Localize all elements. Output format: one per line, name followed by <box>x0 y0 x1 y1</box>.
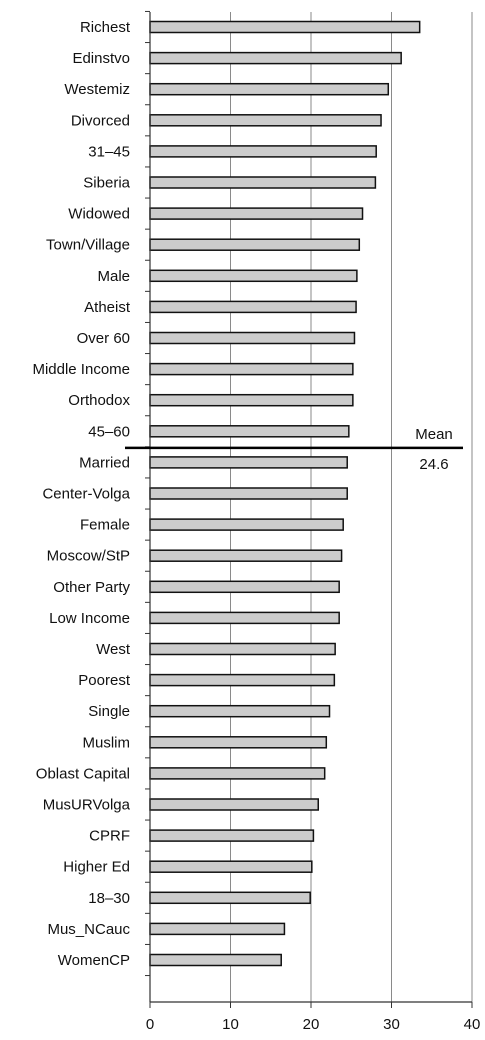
bar <box>149 673 336 687</box>
bar <box>149 829 315 842</box>
category-label: Edinstvo <box>72 50 130 67</box>
category-label: Richest <box>80 19 131 36</box>
bar <box>149 891 311 905</box>
bar <box>149 145 377 158</box>
category-label: Oblast Capital <box>36 765 130 782</box>
bar <box>149 704 331 718</box>
category-label: West <box>96 641 131 658</box>
mean-value-label: 24.6 <box>419 456 448 473</box>
bar <box>149 331 356 345</box>
bar <box>149 207 364 220</box>
category-labels: Richest Edinstvo Westemiz Divorced 31–45 Sibe… <box>32 19 130 969</box>
bar <box>149 238 361 251</box>
bar <box>149 269 358 283</box>
category-label: Male <box>97 268 130 285</box>
bar <box>149 767 326 780</box>
bar <box>149 642 336 656</box>
bar <box>149 393 354 407</box>
category-label: Married <box>79 454 130 471</box>
category-label: 45–60 <box>88 423 130 440</box>
category-label: Muslim <box>83 734 131 751</box>
category-label: Westemiz <box>64 81 130 98</box>
category-label: Poorest <box>78 672 131 689</box>
category-label: Divorced <box>71 112 130 129</box>
category-label: Over 60 <box>77 330 130 347</box>
bar <box>149 549 343 562</box>
bar <box>149 456 348 469</box>
axes <box>145 10 473 1008</box>
category-label: Female <box>80 517 130 534</box>
bar <box>149 362 354 376</box>
bar <box>149 953 282 967</box>
x-tick-label: 30 <box>383 1016 400 1033</box>
category-label: Atheist <box>84 299 131 316</box>
bar <box>149 82 390 96</box>
bar <box>149 611 340 625</box>
x-tick-label: 40 <box>464 1016 481 1033</box>
category-label: Middle Income <box>32 361 130 378</box>
bar <box>149 51 402 65</box>
bar <box>149 580 340 594</box>
bar <box>149 114 382 127</box>
category-label: WomenCP <box>58 952 130 969</box>
x-tick-label: 20 <box>303 1016 320 1033</box>
category-label: Low Income <box>49 610 130 627</box>
category-label: CPRF <box>89 828 130 845</box>
bar <box>149 518 344 531</box>
tick-labels: 0 10 20 30 40 <box>146 1016 481 1033</box>
category-label: Higher Ed <box>63 859 130 876</box>
category-label: Siberia <box>83 175 130 192</box>
bar <box>149 736 328 749</box>
bars <box>149 20 421 967</box>
category-label: 31–45 <box>88 143 130 160</box>
category-label: 18–30 <box>88 890 130 907</box>
category-label: Single <box>88 703 130 720</box>
bar <box>149 860 313 873</box>
grid-lines <box>230 12 473 1002</box>
bar <box>149 922 286 936</box>
category-label: MusURVolga <box>43 797 131 814</box>
bar <box>149 425 350 438</box>
mean-annotation: Mean 24.6 <box>125 426 463 473</box>
category-label: Mus_NCauc <box>47 921 130 938</box>
category-label: Other Party <box>53 579 130 596</box>
bar <box>149 20 421 34</box>
category-label: Moscow/StP <box>47 548 130 565</box>
x-tick-label: 10 <box>222 1016 239 1033</box>
category-label: Town/Village <box>46 237 130 254</box>
bar <box>149 798 319 811</box>
x-tick-label: 0 <box>146 1016 154 1033</box>
category-label: Widowed <box>68 206 130 223</box>
bar <box>149 487 348 500</box>
mean-label: Mean <box>415 426 453 443</box>
bar <box>149 176 377 189</box>
category-label: Orthodox <box>68 392 130 409</box>
category-label: Center-Volga <box>42 486 130 503</box>
bar <box>149 300 357 314</box>
